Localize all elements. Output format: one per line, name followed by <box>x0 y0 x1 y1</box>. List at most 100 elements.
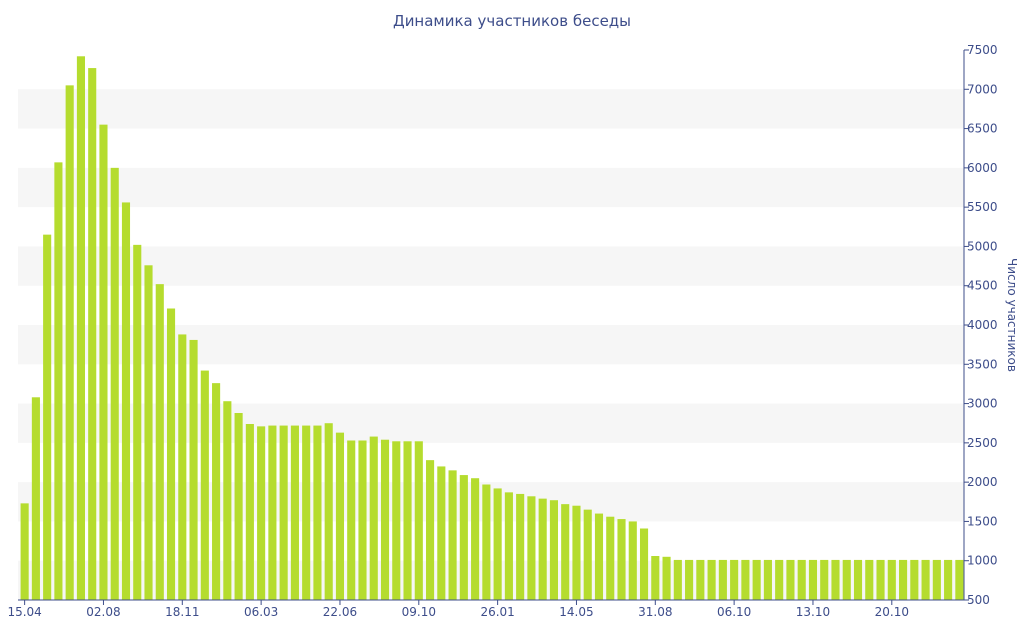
bar[interactable] <box>99 124 108 600</box>
bar[interactable] <box>730 559 739 600</box>
bar[interactable] <box>200 370 209 600</box>
x-tick-label: 22.06 <box>323 605 357 619</box>
bar[interactable] <box>358 440 367 601</box>
bar[interactable] <box>290 425 299 600</box>
bar[interactable] <box>741 559 750 600</box>
bar[interactable] <box>944 559 953 600</box>
bar[interactable] <box>65 85 74 601</box>
bar[interactable] <box>31 397 40 600</box>
bar[interactable] <box>257 426 266 600</box>
bar[interactable] <box>110 167 119 601</box>
bar[interactable] <box>876 559 885 600</box>
x-tick-label: 18.11 <box>165 605 199 619</box>
bar[interactable] <box>234 413 243 600</box>
bar[interactable] <box>380 439 390 600</box>
bar[interactable] <box>797 559 806 600</box>
bar[interactable] <box>662 556 671 600</box>
bar[interactable] <box>549 500 558 600</box>
bar[interactable] <box>54 162 63 601</box>
bar[interactable] <box>144 265 153 600</box>
bar[interactable] <box>302 425 311 600</box>
bar[interactable] <box>155 284 164 600</box>
bar[interactable] <box>763 559 772 600</box>
bar[interactable] <box>673 559 682 600</box>
bar[interactable] <box>369 436 378 600</box>
bar[interactable] <box>245 424 254 600</box>
bar[interactable] <box>493 488 502 600</box>
grid-bands <box>18 89 964 600</box>
bar[interactable] <box>775 559 784 600</box>
x-tick-label: 15.04 <box>7 605 41 619</box>
bar[interactable] <box>189 339 198 600</box>
bar[interactable] <box>166 308 176 601</box>
bar[interactable] <box>76 56 85 601</box>
y-tick-label: 4500 <box>967 279 998 293</box>
bar[interactable] <box>437 466 446 600</box>
bar[interactable] <box>718 559 727 600</box>
bar[interactable] <box>910 559 919 600</box>
bar[interactable] <box>88 68 97 600</box>
bar[interactable] <box>887 559 896 600</box>
bar[interactable] <box>899 559 908 600</box>
bar[interactable] <box>786 559 795 600</box>
bar[interactable] <box>617 519 626 600</box>
bar[interactable] <box>921 559 930 600</box>
bar[interactable] <box>572 505 581 600</box>
bar[interactable] <box>696 559 705 600</box>
bar[interactable] <box>583 509 592 600</box>
grid-band <box>18 403 964 443</box>
bar[interactable] <box>324 423 333 600</box>
bar[interactable] <box>223 401 232 600</box>
chart-title: Динамика участников беседы <box>392 12 632 30</box>
bar[interactable] <box>212 383 221 600</box>
bar[interactable] <box>628 521 637 600</box>
y-tick-label: 2000 <box>967 475 998 489</box>
grid-band <box>18 89 964 129</box>
bar[interactable] <box>347 440 356 601</box>
bar[interactable] <box>752 559 761 600</box>
bar[interactable] <box>707 559 716 600</box>
bar[interactable] <box>504 492 513 600</box>
bars <box>20 56 964 601</box>
bar[interactable] <box>594 513 604 600</box>
bar[interactable] <box>392 441 401 600</box>
bar[interactable] <box>932 559 941 600</box>
bar[interactable] <box>527 496 536 600</box>
bar[interactable] <box>335 432 345 600</box>
bar[interactable] <box>471 478 480 600</box>
bar[interactable] <box>651 556 660 600</box>
bar[interactable] <box>20 503 29 600</box>
x-tick-label: 09.10 <box>402 605 436 619</box>
bar[interactable] <box>459 475 468 600</box>
bar[interactable] <box>279 425 288 600</box>
bar[interactable] <box>842 559 851 600</box>
bar[interactable] <box>639 528 649 601</box>
bar[interactable] <box>820 559 829 600</box>
bar[interactable] <box>685 559 694 600</box>
bar[interactable] <box>426 460 435 600</box>
y-axis-label: Число участников <box>1005 258 1019 372</box>
bar[interactable] <box>538 498 547 600</box>
bar[interactable] <box>853 559 863 600</box>
bar[interactable] <box>955 559 964 600</box>
bar[interactable] <box>43 234 52 600</box>
bar[interactable] <box>606 516 615 600</box>
bar[interactable] <box>313 425 322 600</box>
bar[interactable] <box>482 484 491 601</box>
y-tick-label: 5000 <box>967 239 998 253</box>
bar[interactable] <box>403 441 412 600</box>
bar[interactable] <box>808 559 818 600</box>
bar[interactable] <box>178 334 187 600</box>
bar[interactable] <box>414 441 423 600</box>
bar[interactable] <box>865 559 874 600</box>
bar[interactable] <box>448 470 457 600</box>
bar[interactable] <box>133 244 142 601</box>
x-tick-label: 31.08 <box>638 605 672 619</box>
bar[interactable] <box>516 493 525 600</box>
y-tick-label: 1000 <box>967 554 998 568</box>
bar[interactable] <box>121 202 131 600</box>
y-tick-label: 5500 <box>967 200 998 214</box>
bar[interactable] <box>831 559 840 600</box>
bar[interactable] <box>268 425 277 600</box>
bar[interactable] <box>561 504 570 600</box>
